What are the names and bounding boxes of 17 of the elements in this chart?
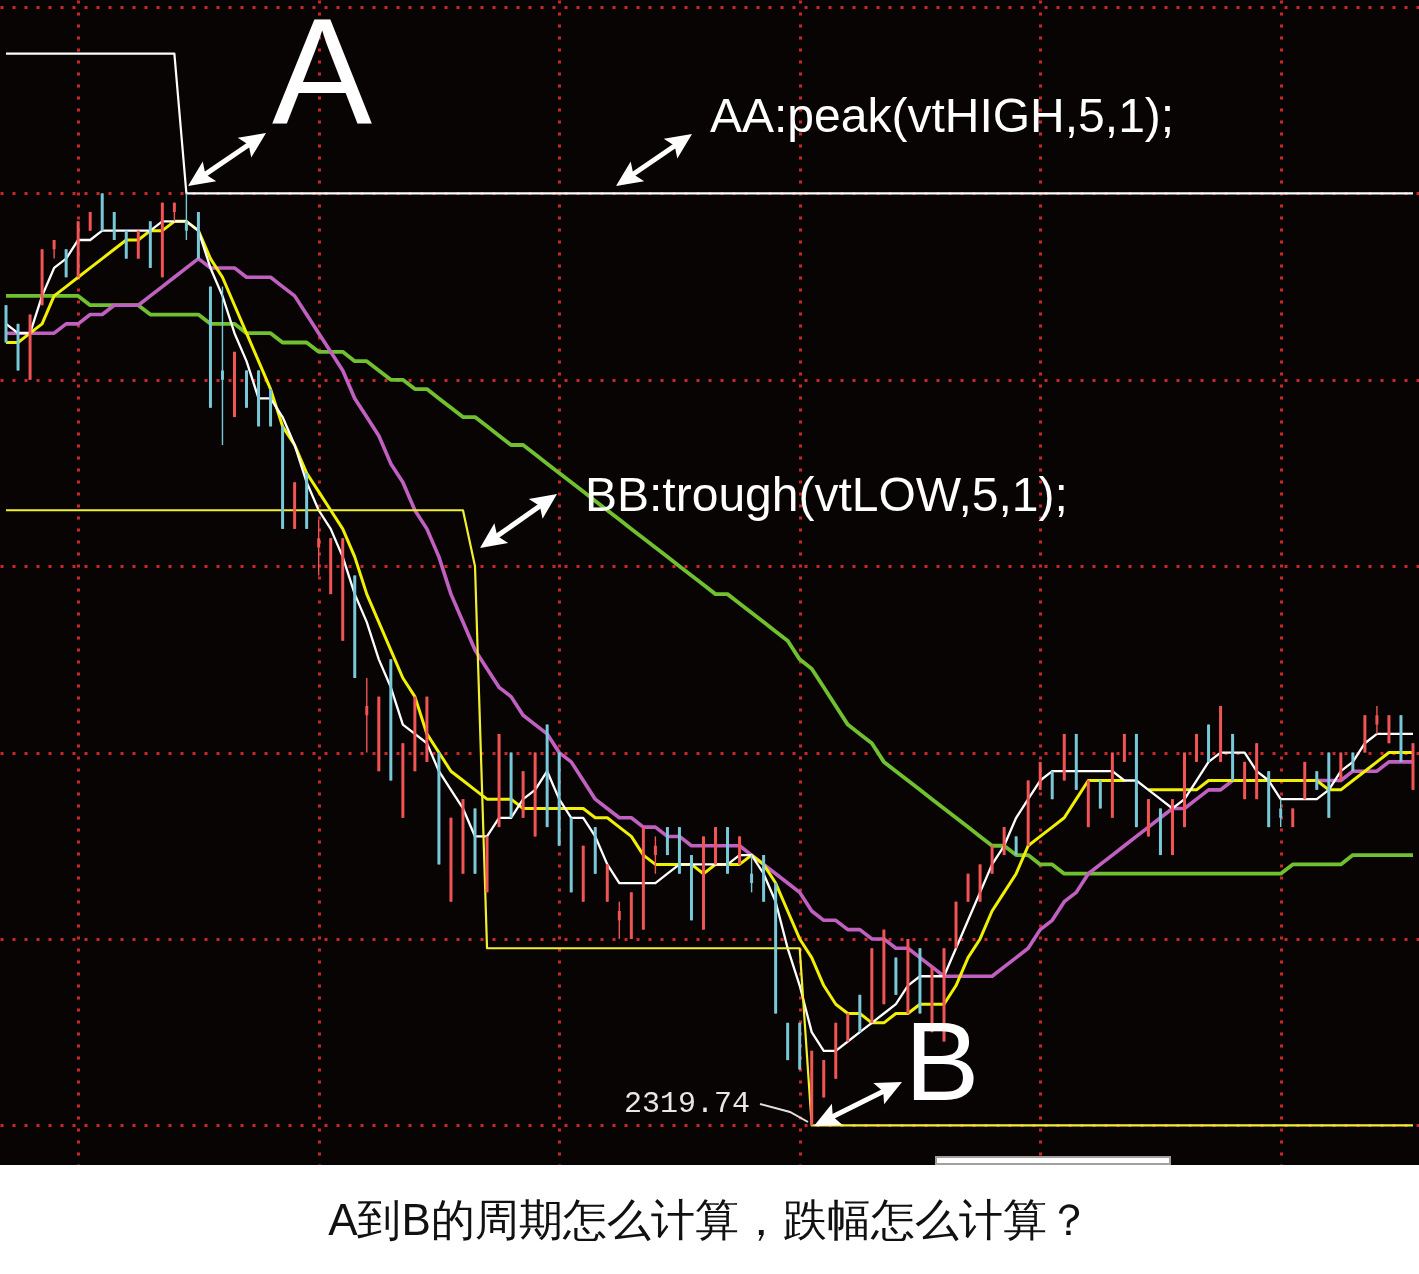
text: A	[271, 0, 373, 155]
candlestick	[1315, 770, 1319, 791]
candlestick	[365, 677, 369, 754]
candlestick	[220, 285, 224, 446]
annotation: BB:trough(vtLOW,5,1);	[585, 468, 1068, 521]
candlestick	[653, 835, 657, 875]
candlestick	[1279, 798, 1283, 828]
annotation: B	[904, 999, 980, 1124]
candlestick	[1375, 705, 1379, 735]
text: AA:peak(vtHIGH,5,1);	[710, 89, 1175, 142]
candlestick	[317, 518, 321, 577]
candlestick	[617, 900, 621, 940]
annotation: 2319.74	[623, 1087, 750, 1121]
candlestick	[88, 211, 92, 232]
candlestick	[750, 854, 754, 894]
text: A到B的周期怎么计算，跌幅怎么计算？	[327, 1194, 1092, 1246]
candlestick	[184, 192, 188, 241]
